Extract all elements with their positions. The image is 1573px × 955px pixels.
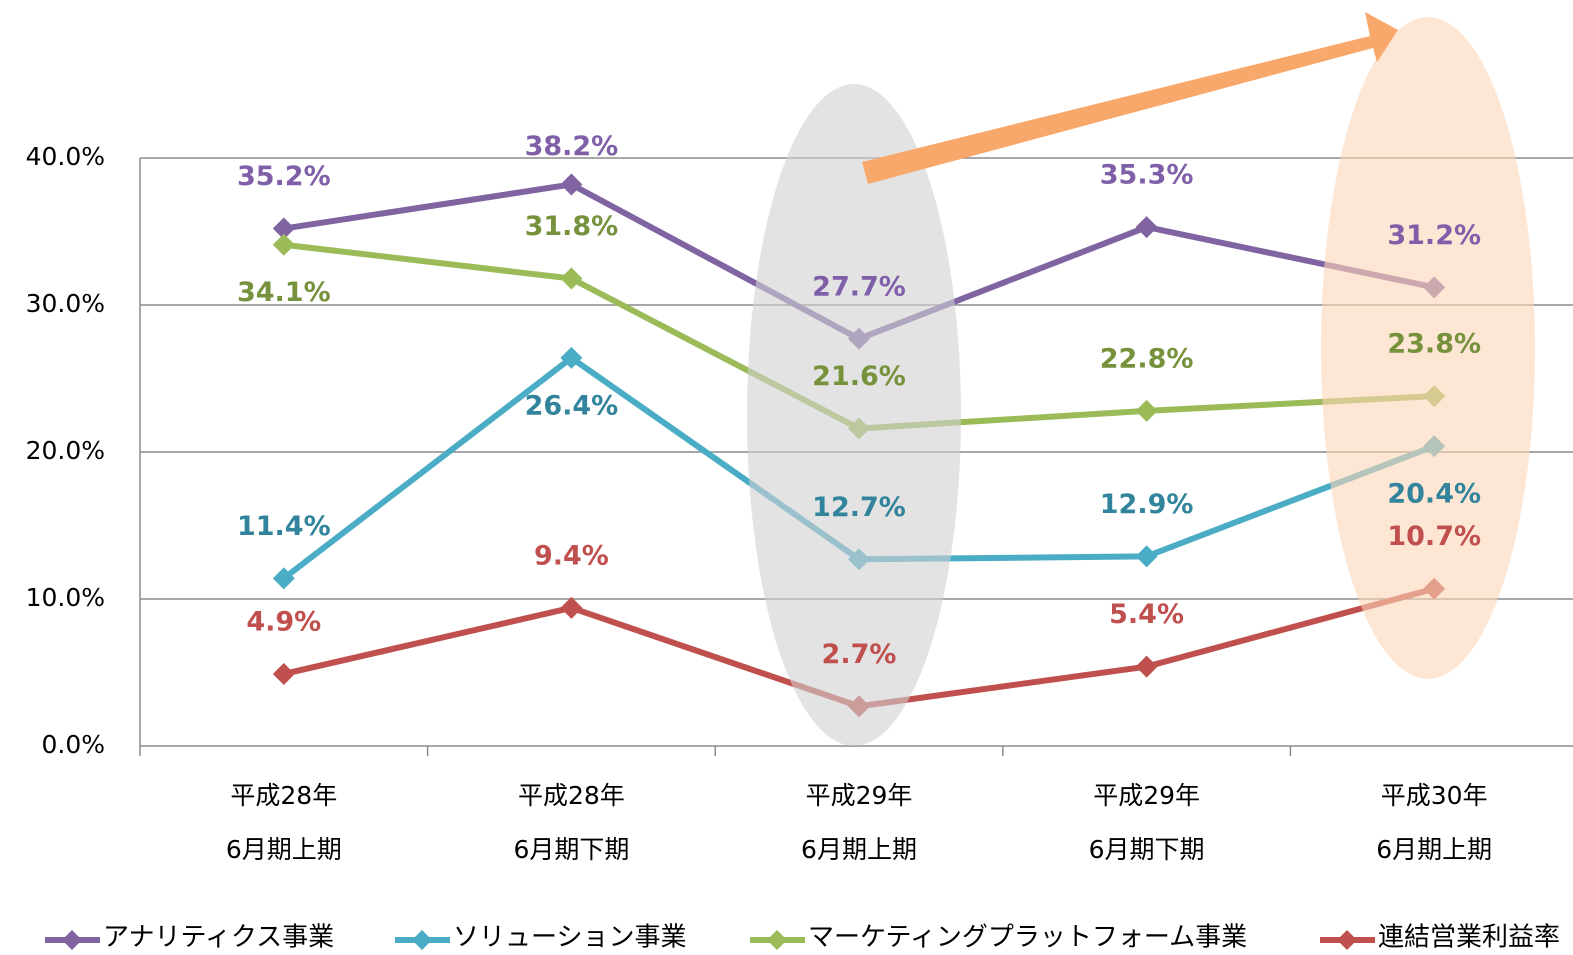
value-label: 5.4% — [1109, 599, 1184, 630]
value-label: 34.1% — [237, 277, 331, 308]
legend-label: アナリティクス事業 — [103, 923, 334, 953]
y-tick-label: 20.0% — [26, 436, 105, 465]
legend-label: 連結営業利益率 — [1378, 923, 1560, 953]
value-label: 35.3% — [1100, 160, 1194, 191]
value-label: 21.6% — [812, 361, 906, 392]
point-marker — [560, 173, 583, 196]
value-label: 35.2% — [237, 161, 331, 192]
value-label: 22.8% — [1100, 343, 1194, 374]
legend-marker — [1337, 930, 1357, 950]
y-tick-label: 40.0% — [26, 142, 105, 171]
value-label: 31.8% — [525, 211, 619, 242]
highlight-ellipse — [1321, 17, 1535, 679]
trend-arrow — [862, 12, 1398, 184]
value-label: 2.7% — [822, 639, 897, 670]
value-label: 10.7% — [1387, 521, 1481, 552]
x-tick-label: 6月期上期 — [1376, 835, 1492, 864]
value-label: 26.4% — [525, 390, 619, 421]
x-tick-label: 6月期上期 — [226, 835, 342, 864]
value-label: 9.4% — [534, 540, 609, 571]
value-label: 4.9% — [246, 606, 321, 637]
y-tick-label: 0.0% — [41, 730, 105, 759]
value-label: 31.2% — [1387, 220, 1481, 251]
x-tick-label: 平成29年 — [806, 781, 913, 810]
legend-label: マーケティングプラットフォーム事業 — [808, 923, 1247, 953]
value-label: 23.8% — [1387, 329, 1481, 360]
value-label: 12.9% — [1100, 489, 1194, 520]
x-tick-label: 6月期下期 — [513, 835, 629, 864]
legend-marker — [412, 930, 432, 950]
point-marker — [1135, 545, 1158, 568]
point-marker — [1135, 216, 1158, 239]
x-tick-label: 6月期上期 — [801, 835, 917, 864]
x-tick-label: 平成29年 — [1093, 781, 1200, 810]
point-marker — [1135, 399, 1158, 422]
value-label: 27.7% — [812, 271, 906, 302]
point-marker — [560, 267, 583, 290]
x-tick-label: 平成28年 — [230, 781, 337, 810]
point-marker — [560, 596, 583, 619]
point-marker — [560, 346, 583, 369]
x-tick-label: 6月期下期 — [1089, 835, 1205, 864]
value-label: 20.4% — [1387, 479, 1481, 510]
point-marker — [272, 217, 295, 240]
highlight-ellipse — [747, 84, 961, 746]
point-marker — [1135, 655, 1158, 678]
legend-label: ソリューション事業 — [453, 923, 686, 953]
point-marker — [272, 233, 295, 256]
point-marker — [272, 567, 295, 590]
y-tick-label: 30.0% — [26, 289, 105, 318]
value-label: 12.7% — [812, 492, 906, 523]
point-marker — [272, 662, 295, 685]
legend-marker — [767, 930, 787, 950]
y-tick-label: 10.0% — [26, 583, 105, 612]
value-label: 38.2% — [525, 131, 619, 162]
legend-marker — [62, 930, 82, 950]
value-label: 11.4% — [237, 511, 331, 542]
x-tick-label: 平成30年 — [1381, 781, 1488, 810]
x-tick-label: 平成28年 — [518, 781, 625, 810]
